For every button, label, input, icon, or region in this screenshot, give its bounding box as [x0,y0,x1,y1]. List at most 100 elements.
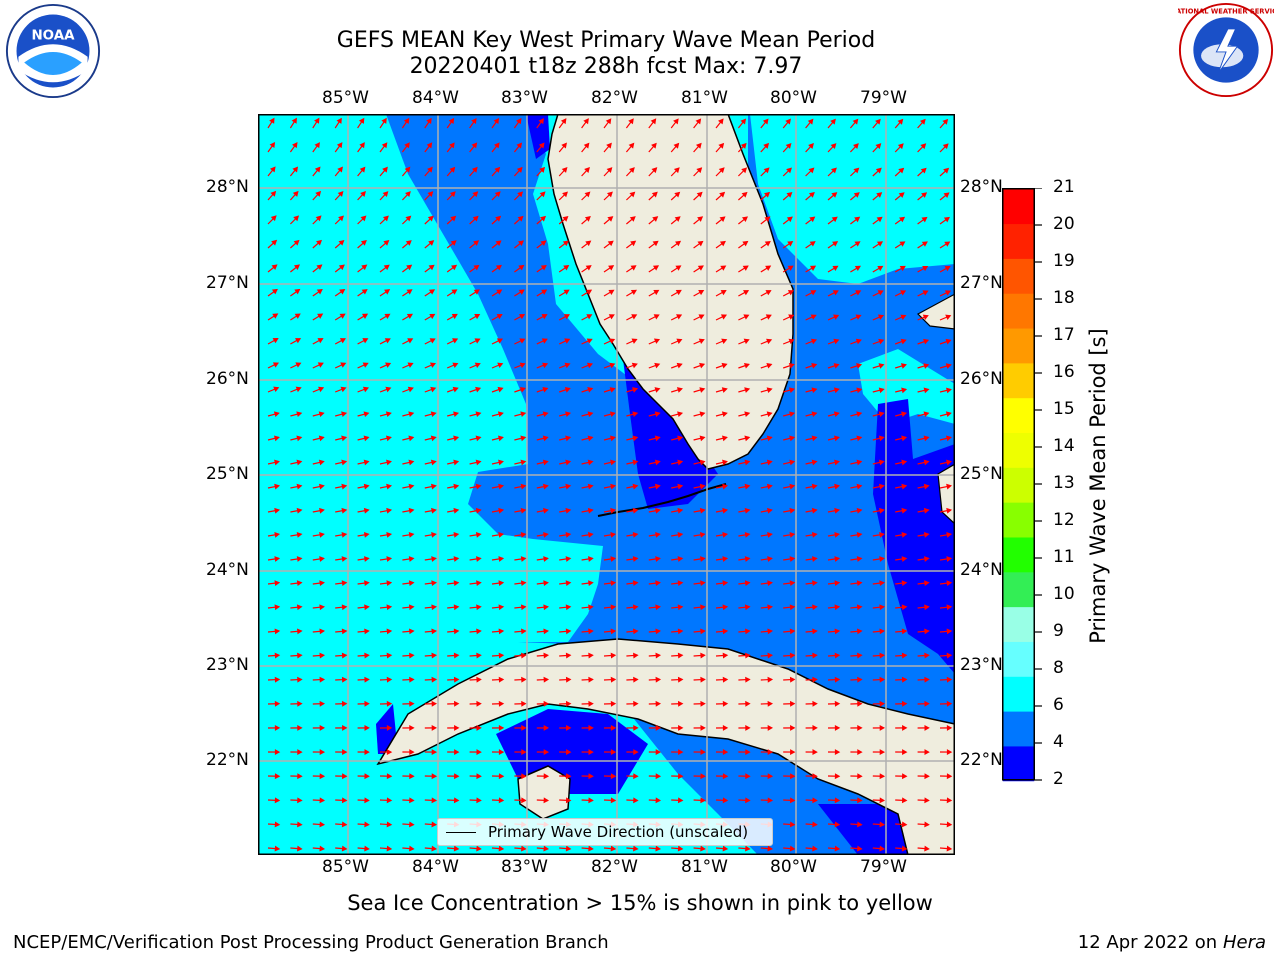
wave-arrow-head [476,773,482,780]
wave-arrow-head [272,362,280,368]
lat-tick-left-7: 22°N [206,750,249,770]
wave-arrow-head [610,604,617,611]
wave-arrow-head [450,240,457,246]
wave-arrow-head [676,314,683,320]
lat-tick-left-4: 25°N [206,464,249,484]
wave-arrow-head [901,387,908,394]
wave-arrow-head [899,265,906,272]
wave-arrow-head [520,556,527,562]
wave-arrow-head [879,773,886,780]
wave-arrow-head [497,411,504,418]
lat-tick-left-1: 28°N [206,177,249,197]
wave-arrow-head [475,531,482,538]
wave-arrow-head [833,338,840,345]
wave-arrow-head [319,531,325,538]
wave-arrow-head [921,216,928,223]
lat-tick-left-6: 23°N [206,655,249,675]
wave-arrow-head [878,435,885,442]
wave-arrow-head [700,676,706,683]
wave-arrow-head [341,459,348,466]
wave-arrow-head [296,556,303,562]
wave-arrow-head [362,362,369,368]
wave-arrow-head [362,338,369,344]
wave-arrow-head [745,652,751,659]
wave-arrow-head [428,264,435,271]
wave-arrow-head [521,628,527,635]
wave-arrow-head [834,459,840,466]
wave-arrow-head [633,700,639,707]
wave-arrow-head [834,556,841,562]
wave-arrow-head [318,386,325,393]
wave-arrow-head [766,459,773,466]
wave-arrow-head [273,435,280,442]
wave-arrow-head [408,604,415,611]
wave-arrow-head [767,556,773,562]
wave-arrow-head [565,483,572,490]
wave-arrow-head [409,749,415,755]
wave-arrow-head [856,387,863,394]
wave-arrow-head [901,580,908,587]
wave-arrow-head [408,459,415,466]
wave-arrow-head [297,652,303,659]
wave-arrow-head [923,459,930,466]
wave-arrow-head [318,459,325,466]
wave-arrow-head [363,411,370,418]
wave-arrow-head [319,556,325,562]
wave-arrow-head [588,749,594,755]
wave-arrow-head [317,338,324,344]
wave-arrow-head [297,749,303,755]
wave-arrow-head [632,556,639,562]
wave-arrow-head [386,483,392,490]
wave-arrow-head [946,749,953,755]
wave-arrow-head [495,264,502,271]
wave-arrow-head [901,556,908,562]
wave-arrow-head [542,411,549,418]
wave-arrow-head [923,387,930,394]
wave-arrow-head [521,700,527,707]
wave-arrow-head [877,265,884,272]
wave-arrow-head [787,265,794,271]
wave-arrow-head [493,142,500,149]
wave-arrow-head [898,167,905,174]
wave-arrow-head [453,411,460,418]
wave-arrow-head [833,411,840,418]
wave-arrow-head [296,604,303,611]
wave-arrow-head [319,821,326,828]
wave-arrow-head [454,749,460,755]
wave-arrow-head [454,773,460,780]
wave-arrow-head [834,773,841,780]
wave-arrow-head [924,845,930,852]
colorbar-tick-label: 19 [1053,251,1075,271]
wave-arrow-head [767,749,774,755]
wave-arrow-head [610,773,617,780]
wave-arrow-head [588,845,594,852]
wave-arrow-head [901,459,908,466]
wave-arrow-head [361,289,368,295]
wave-arrow-head [409,821,415,828]
wave-arrow-head [562,191,568,198]
wave-arrow-head [700,797,706,804]
wave-arrow-head [518,289,525,295]
lon-tick-top-4: 82°W [591,88,638,108]
wave-arrow-head [520,483,527,490]
wave-arrow-head [385,362,392,368]
wave-arrow-head [945,338,952,345]
wave-arrow-head [560,118,567,125]
wave-arrow-head [341,507,348,514]
wave-arrow-head [565,628,572,635]
wave-arrow-head [274,483,280,490]
colorbar-tick-label: 11 [1053,547,1075,567]
wave-arrow-head [453,797,460,804]
wave-arrow-head [586,338,593,344]
wave-arrow-head [655,628,662,635]
wave-arrow-head [696,191,703,198]
colorbar-swatch [1002,258,1035,294]
wave-arrow-head [453,507,460,514]
wave-arrow-head [453,628,460,635]
wave-arrow-head [364,580,370,587]
wave-arrow-head [789,483,796,490]
wave-arrow-head [341,580,348,587]
wave-arrow-head [743,338,750,345]
wave-arrow-head [293,264,300,271]
wave-arrow-head [901,411,908,418]
